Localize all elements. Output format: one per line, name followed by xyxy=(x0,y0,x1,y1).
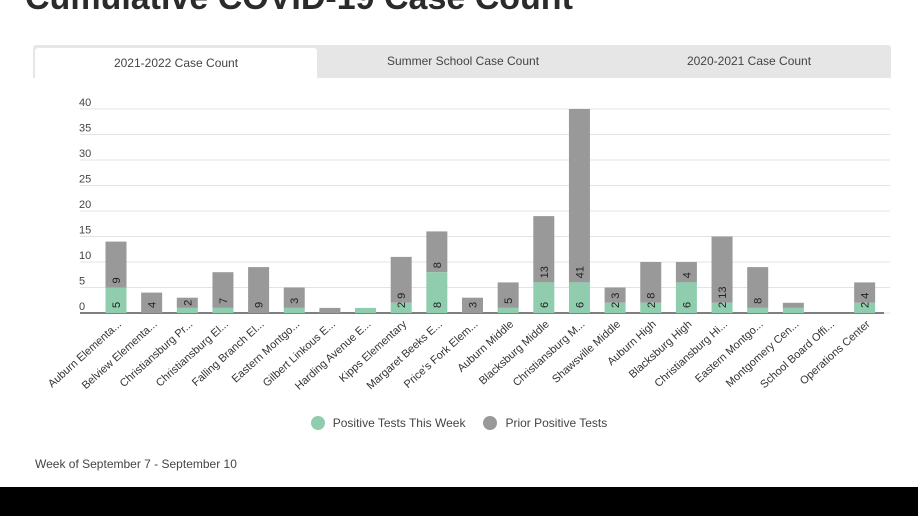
bar-prior-positive[interactable] xyxy=(782,302,804,308)
bar-positive-this-week[interactable] xyxy=(176,307,198,313)
data-label-prior: 4 xyxy=(147,302,159,308)
bar-positive-this-week[interactable] xyxy=(711,302,733,313)
y-tick-label: 40 xyxy=(79,97,91,109)
data-label-positive: 2 xyxy=(396,302,408,308)
bar-positive-this-week[interactable] xyxy=(533,282,555,313)
chart-legend: Positive Tests This Week Prior Positive … xyxy=(0,415,918,431)
bar-positive-this-week[interactable] xyxy=(497,307,519,313)
bar-prior-positive[interactable] xyxy=(426,231,448,273)
bar-prior-positive[interactable] xyxy=(212,272,234,308)
bar-prior-positive[interactable] xyxy=(711,236,733,303)
data-label-prior: 5 xyxy=(503,298,515,304)
data-label-positive: 2 xyxy=(717,302,729,308)
y-tick-label: 25 xyxy=(79,174,91,186)
bar-positive-this-week[interactable] xyxy=(675,282,697,313)
data-label-positive: 2 xyxy=(610,302,622,308)
bar-prior-positive[interactable] xyxy=(176,297,198,308)
data-label-prior: 2 xyxy=(182,300,194,306)
bar-positive-this-week[interactable] xyxy=(604,302,626,313)
data-label-positive: 6 xyxy=(681,302,693,308)
data-label-prior: 13 xyxy=(539,266,551,278)
tab-bar: 2021-2022 Case Count Summer School Case … xyxy=(33,45,891,78)
bar-positive-this-week[interactable] xyxy=(854,302,876,313)
bar-prior-positive[interactable] xyxy=(319,307,341,313)
bar-positive-this-week[interactable] xyxy=(105,287,127,314)
y-tick-label: 20 xyxy=(79,199,91,211)
data-label-prior: 4 xyxy=(860,293,872,299)
bar-positive-this-week[interactable] xyxy=(212,307,234,313)
data-label-prior: 9 xyxy=(111,277,123,283)
data-label-prior: 3 xyxy=(610,293,622,299)
bar-positive-this-week[interactable] xyxy=(390,302,412,313)
legend-swatch-positive xyxy=(310,416,325,430)
tab-2021-2022-case-count[interactable]: 2021-2022 Case Count xyxy=(35,48,317,78)
bar-prior-positive[interactable] xyxy=(141,292,163,313)
legend-swatch-prior xyxy=(483,416,498,430)
bar-prior-positive[interactable] xyxy=(497,282,519,308)
bar-prior-positive[interactable] xyxy=(248,267,270,313)
bottom-black-bar xyxy=(0,487,918,516)
bar-prior-positive[interactable] xyxy=(854,282,876,303)
bar-prior-positive[interactable] xyxy=(283,287,305,308)
legend-label-prior: Prior Positive Tests xyxy=(505,416,608,430)
bar-prior-positive[interactable] xyxy=(533,216,555,283)
data-label-positive: 5 xyxy=(111,302,123,308)
data-label-prior: 9 xyxy=(254,302,266,308)
data-label-prior: 3 xyxy=(468,302,480,308)
data-label-prior: 8 xyxy=(646,293,658,299)
data-label-positive: 6 xyxy=(574,302,586,308)
bar-prior-positive[interactable] xyxy=(747,267,769,308)
data-label-prior: 8 xyxy=(753,298,765,304)
data-label-positive: 6 xyxy=(539,302,551,308)
data-label-positive: 2 xyxy=(860,302,872,308)
bar-positive-this-week[interactable] xyxy=(640,302,662,313)
bar-prior-positive[interactable] xyxy=(640,262,662,303)
y-tick-label: 0 xyxy=(79,301,85,313)
x-tick-label: Blacksburg High xyxy=(627,318,695,381)
bar-prior-positive[interactable] xyxy=(462,297,483,313)
bar-prior-positive[interactable] xyxy=(675,262,697,283)
bar-positive-this-week[interactable] xyxy=(283,307,305,313)
tab-summer-school-case-count[interactable]: Summer School Case Count xyxy=(386,54,540,68)
tab-2020-2021-case-count[interactable]: 2020-2021 Case Count xyxy=(686,54,812,68)
bar-prior-positive[interactable] xyxy=(390,256,412,303)
data-label-prior: 7 xyxy=(218,298,230,304)
data-label-prior: 8 xyxy=(432,262,444,268)
data-label-prior: 9 xyxy=(396,293,408,299)
bar-positive-this-week[interactable] xyxy=(355,307,377,313)
bar-prior-positive[interactable] xyxy=(568,109,590,283)
y-tick-label: 35 xyxy=(79,123,91,135)
y-tick-label: 15 xyxy=(79,225,91,237)
y-tick-label: 30 xyxy=(79,148,91,160)
bar-positive-this-week[interactable] xyxy=(426,272,448,313)
bar-positive-this-week[interactable] xyxy=(747,307,769,313)
page-title: Cumulative COVID-19 Case Count xyxy=(25,0,573,18)
bar-positive-this-week[interactable] xyxy=(568,282,590,313)
legend-item-positive[interactable]: Positive Tests This Week xyxy=(310,416,466,430)
data-label-prior: 13 xyxy=(717,287,729,299)
date-footnote: Week of September 7 - September 10 xyxy=(35,457,237,471)
legend-item-prior[interactable]: Prior Positive Tests xyxy=(483,416,607,430)
legend-label-positive: Positive Tests This Week xyxy=(332,416,466,430)
bar-prior-positive[interactable] xyxy=(105,241,127,288)
data-label-prior: 41 xyxy=(574,266,586,278)
data-label-prior: 4 xyxy=(681,272,693,278)
y-tick-label: 5 xyxy=(79,276,85,288)
data-label-positive: 8 xyxy=(432,302,444,308)
bar-positive-this-week[interactable] xyxy=(782,307,804,313)
data-label-prior: 3 xyxy=(289,298,301,304)
y-tick-label: 10 xyxy=(79,250,91,262)
data-label-positive: 2 xyxy=(646,302,658,308)
bar-prior-positive[interactable] xyxy=(604,287,626,303)
